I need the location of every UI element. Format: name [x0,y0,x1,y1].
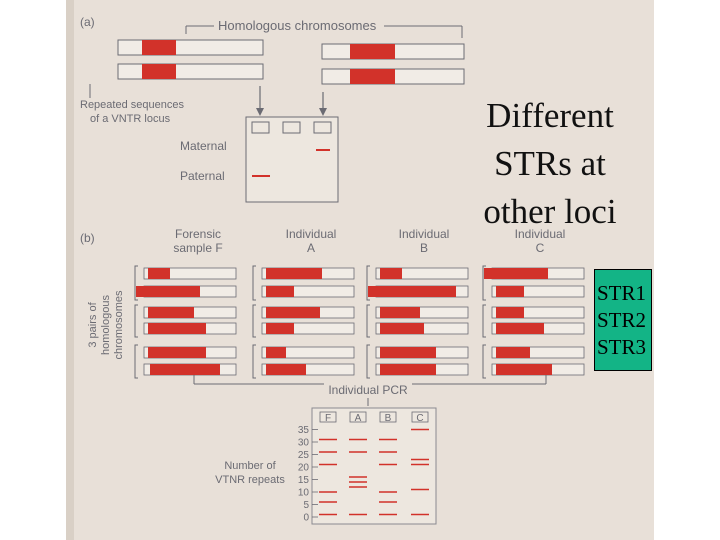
gel-lane-label: F [325,413,331,424]
gel-well [319,411,337,423]
gel-tick-label: 30 [298,438,310,449]
svg-text:chromosomes: chromosomes [113,290,125,360]
paternal-label: Paternal [180,169,225,183]
maternal-label: Maternal [180,139,227,153]
gel-tick-label: 5 [303,500,309,511]
column-c-label-line2: C [536,241,545,255]
column-b-label-line2: B [420,241,428,255]
repeat-region [136,286,200,297]
gel-tick-label: 10 [298,488,310,499]
gel-b [311,407,437,525]
chromosome [261,285,355,298]
chromosome [143,267,237,280]
repeat-region [496,347,530,358]
repeat-region [148,347,206,358]
gel-well [411,411,429,423]
repeat-region [266,323,294,334]
repeat-region [266,364,306,375]
repeat-region [266,307,320,318]
repeat-region [380,323,424,334]
overlay-title-line2: STRs at [494,144,606,183]
column-f-label-line1: Forensic [175,227,221,241]
str-legend-box: STR1 STR2 STR3 [594,269,652,371]
gel-tick-label: 20 [298,463,310,474]
part-a-label: (a) [80,15,95,29]
column-a-label-line2: A [307,241,315,255]
str-label-1: STR1 [597,281,647,305]
column-b-label-line1: Individual [399,227,450,241]
repeat-region [380,307,420,318]
str-label-3: STR3 [597,335,647,359]
repeat-region [380,364,436,375]
repeat-region [368,286,456,297]
repeat-region [150,364,220,375]
gel-bands [319,428,429,516]
repeat-region [380,268,402,279]
chromosome [491,306,585,319]
column-c-label-line1: Individual [515,227,566,241]
repeat-region [266,347,286,358]
chromosome [375,306,469,319]
repeat-region [496,307,524,318]
column-a-label-line1: Individual [286,227,337,241]
repeat-region [496,286,524,297]
textbook-figure-photo: (a) Homologous chromosomes Repeated sequ… [66,0,654,540]
gel-well [379,411,397,423]
repeated-sequences-label-line1: Repeated sequences [80,99,184,111]
gel-a [245,116,339,203]
repeat-region [380,347,436,358]
repeat-region [266,286,294,297]
repeated-sequences-label-line2: of a VNTR locus [90,113,171,125]
svg-text:homologous: homologous [100,295,112,355]
chromosome-pair-right [321,43,465,85]
gel-well [349,411,367,423]
overlay-title-line3: other loci [483,192,617,231]
individual-pcr-label: Individual PCR [328,383,408,397]
gel-tick-label: 35 [298,425,310,436]
repeat-region [266,268,322,279]
gel-tick-label: 25 [298,450,310,461]
part-b-label: (b) [80,231,95,245]
homologous-chromosomes-label: Homologous chromosomes [218,18,377,33]
chromosome [491,285,585,298]
repeat-region [148,268,170,279]
gel-axis-label-line1: Number of [224,460,276,472]
gel-tick-label: 0 [303,513,309,524]
repeat-region [484,268,548,279]
repeat-region [496,323,544,334]
chromosome [491,346,585,359]
overlay-title-line1: Different [486,96,614,135]
overlay-title: Different STRs at other loci [466,92,634,236]
chromosome-pair-left [117,39,264,80]
str-label-2: STR2 [597,308,647,332]
gel-axis-label-line2: VTNR repeats [215,474,285,486]
chromosome [261,322,355,335]
repeat-region [148,307,194,318]
svg-text:3 pairs of: 3 pairs of [87,301,99,347]
repeat-region [148,323,206,334]
chromosome-grid [134,265,585,379]
chromosome [261,363,355,376]
chromosome [375,267,469,280]
gel-lane-label: C [416,413,423,424]
column-f-label-line2: sample F [173,241,222,255]
side-label: 3 pairs of homologous chromosomes [87,290,125,360]
gel-tick-label: 15 [298,475,310,486]
chromosome [261,346,355,359]
gel-lane-label: B [385,413,392,424]
gel-lane-label: A [355,413,362,424]
repeat-region [496,364,552,375]
